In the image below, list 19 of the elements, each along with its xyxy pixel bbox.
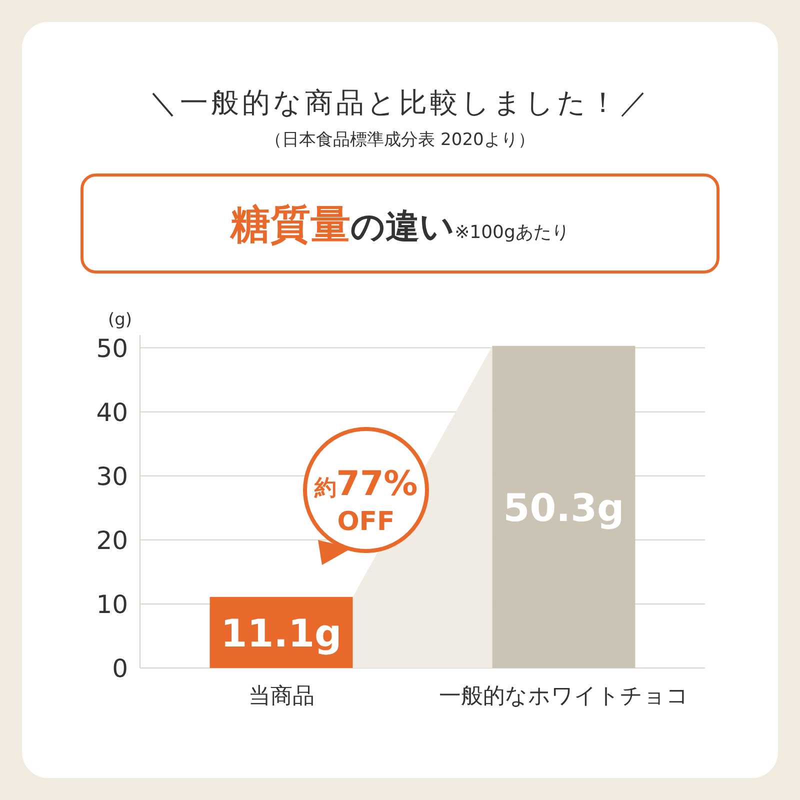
y-tick-label: 0 [112, 654, 128, 683]
text: ※100gあたり [454, 222, 570, 243]
chart-title: ＼一般的な商品と比較しました！／ [149, 86, 651, 119]
chart-subtitle: （日本食品標準成分表 2020より） [265, 130, 535, 150]
y-tick-label: 20 [96, 526, 128, 555]
y-tick-label: 40 [96, 398, 128, 427]
x-tick-label: 一般的なホワイトチョコ [438, 684, 689, 709]
x-tick-label: 当商品 [248, 684, 314, 709]
annotation: OFF [337, 507, 395, 537]
annotation: 約 [313, 476, 336, 501]
y-tick-label: 30 [96, 462, 128, 491]
y-tick-label: 50 [96, 334, 128, 363]
data-label: 11.1g [220, 611, 342, 656]
y-axis-title: (g) [108, 310, 132, 330]
text: 糖質量 [230, 202, 351, 248]
annotation: 77% [336, 464, 418, 504]
y-tick-label: 10 [96, 590, 128, 619]
text: の違い [350, 207, 455, 247]
data-label: 50.3g [503, 486, 624, 530]
